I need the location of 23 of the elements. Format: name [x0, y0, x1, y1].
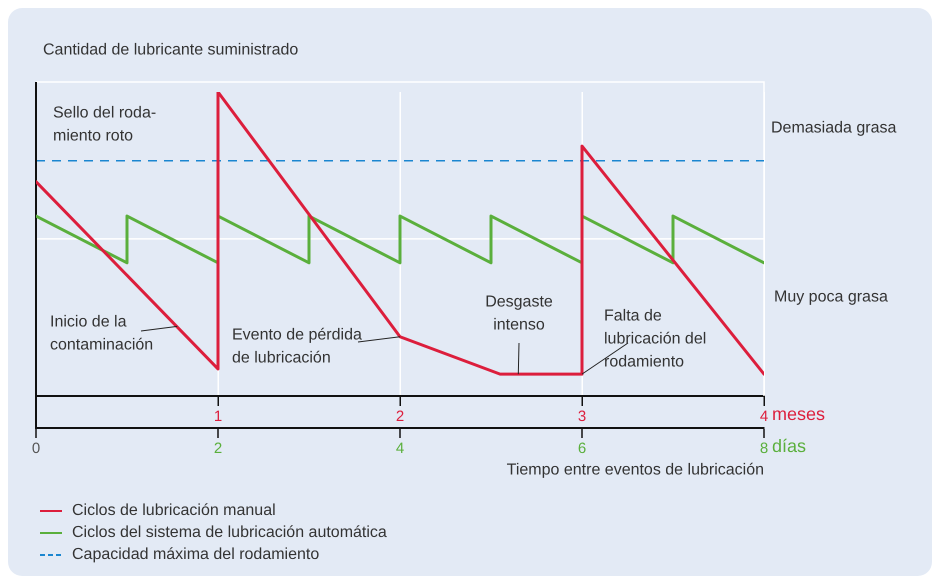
- text: Tiempo entre eventos de lubricación: [506, 461, 764, 478]
- x-axis-title: meses: [772, 404, 826, 424]
- x2-axis-title: días: [772, 436, 806, 456]
- x2-tick-label: 6: [578, 440, 586, 458]
- annotation: Sello del roda- miento roto: [53, 104, 156, 144]
- annotation: Falta de lubricación del rodamiento: [604, 307, 706, 370]
- legend-label: Capacidad máxima del rodamiento: [72, 546, 320, 564]
- y-axis-title: Cantidad de lubricante suministrado: [43, 41, 298, 58]
- annotation: Inicio de la contaminación: [50, 313, 154, 354]
- legend-label: Ciclos de lubricación manual: [72, 502, 276, 520]
- x2-tick-label: 8: [760, 440, 768, 458]
- annotation: Desgaste intenso: [485, 293, 553, 334]
- x2-tick-label: 2: [214, 440, 222, 458]
- x2-tick-label: 0: [32, 440, 40, 458]
- x-tick-label: 1: [214, 408, 222, 426]
- legend-label: Ciclos del sistema de lubricación automática: [72, 524, 387, 542]
- text: Demasiada grasa: [771, 119, 896, 136]
- x-tick-label: 2: [396, 408, 404, 426]
- text: Muy poca grasa: [774, 288, 888, 306]
- annotation: Evento de pérdida de lubricación: [232, 326, 362, 366]
- x-tick-label: 3: [578, 408, 586, 426]
- x-tick-label: 4: [760, 408, 768, 426]
- x2-tick-label: 4: [396, 440, 404, 458]
